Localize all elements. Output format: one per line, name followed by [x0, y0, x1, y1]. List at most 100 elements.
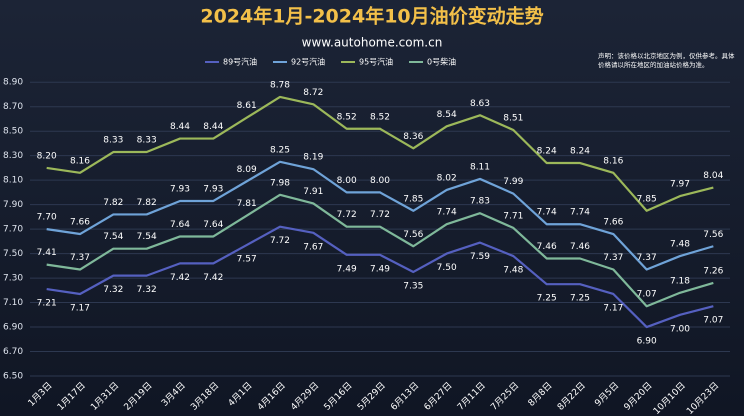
data-label: 8.25	[270, 145, 290, 155]
data-label: 7.48	[503, 266, 523, 276]
data-label: 7.57	[237, 255, 257, 265]
data-label: 7.07	[637, 290, 657, 300]
data-label: 7.66	[603, 218, 623, 228]
data-label: 8.44	[203, 122, 223, 132]
data-label: 8.33	[137, 136, 157, 146]
data-label: 7.49	[337, 264, 357, 274]
data-label: 7.48	[670, 240, 690, 250]
data-label: 8.24	[570, 147, 590, 157]
data-label: 7.17	[70, 303, 90, 313]
data-label: 7.56	[403, 230, 423, 240]
data-label: 7.74	[570, 208, 590, 218]
chart-title: 2024年1月-2024年10月油价变动走势	[200, 5, 543, 28]
data-label: 7.98	[270, 178, 290, 188]
data-label: 7.83	[470, 197, 490, 207]
data-label: 7.85	[403, 194, 423, 204]
data-label: 7.82	[137, 198, 157, 208]
data-label: 7.64	[203, 220, 223, 230]
data-label: 7.37	[70, 253, 90, 263]
y-tick-label: 6.90	[3, 323, 23, 333]
series-line	[46, 95, 714, 212]
y-tick-label: 7.50	[3, 249, 23, 259]
data-label: 7.25	[570, 294, 590, 304]
data-label: 7.50	[437, 263, 457, 273]
data-label: 7.59	[470, 252, 490, 262]
data-label: 8.24	[537, 147, 557, 157]
data-label: 7.72	[337, 210, 357, 220]
data-label: 7.32	[137, 285, 157, 295]
data-label: 7.21	[37, 299, 57, 309]
legend-label: 92号汽油	[291, 57, 325, 67]
data-label: 7.35	[403, 281, 423, 291]
data-label: 7.18	[670, 276, 690, 286]
data-label: 8.44	[170, 122, 190, 132]
y-tick-label: 6.50	[3, 372, 23, 382]
data-label: 7.64	[170, 220, 190, 230]
data-label: 7.37	[637, 253, 657, 263]
y-tick-label: 6.70	[3, 347, 23, 357]
legend-label: 89号汽油	[223, 57, 257, 67]
series-line	[46, 225, 714, 329]
data-label: 8.52	[337, 112, 357, 122]
data-label: 7.82	[103, 198, 123, 208]
data-label: 7.72	[270, 236, 290, 246]
y-tick-label: 8.30	[3, 151, 23, 161]
data-label: 7.49	[370, 264, 390, 274]
y-tick-label: 8.50	[3, 127, 23, 137]
data-label: 6.90	[637, 337, 657, 347]
data-label: 7.46	[537, 242, 557, 252]
data-label: 7.99	[503, 177, 523, 187]
data-label: 7.85	[637, 194, 657, 204]
data-label: 7.81	[237, 199, 257, 209]
data-label: 8.02	[437, 173, 457, 183]
note: 声明：该价格以北京地区为例，仅供参考。具体价格请以所在地区的加油站价格为准。	[598, 52, 735, 69]
data-label: 7.97	[670, 180, 690, 190]
data-label: 8.19	[303, 153, 323, 163]
data-label: 8.61	[237, 101, 257, 111]
data-label: 8.09	[237, 165, 257, 175]
data-label: 7.32	[103, 285, 123, 295]
y-tick-label: 8.10	[3, 176, 23, 186]
data-label: 8.00	[337, 176, 357, 186]
data-label: 8.04	[703, 171, 723, 181]
data-label: 8.33	[103, 136, 123, 146]
data-label: 8.20	[37, 151, 57, 161]
data-label: 7.91	[303, 187, 323, 197]
legend-label: 0号柴油	[427, 57, 456, 67]
data-label: 8.78	[270, 80, 290, 90]
legend-label: 95号汽油	[359, 57, 393, 67]
data-label: 7.93	[170, 184, 190, 194]
data-label: 7.07	[703, 316, 723, 326]
data-label: 8.11	[470, 162, 490, 172]
data-label: 7.37	[603, 253, 623, 263]
series-line	[46, 193, 714, 308]
data-label: 7.25	[537, 294, 557, 304]
data-label: 8.72	[303, 88, 323, 98]
y-tick-label: 8.70	[3, 102, 23, 112]
data-label: 7.56	[703, 230, 723, 240]
y-tick-label: 7.70	[3, 225, 23, 235]
y-tick-label: 7.10	[3, 298, 23, 308]
data-label: 8.63	[470, 99, 490, 109]
data-label: 7.93	[203, 184, 223, 194]
data-label: 7.71	[503, 211, 523, 221]
data-label: 7.17	[603, 303, 623, 313]
data-label: 8.16	[70, 156, 90, 166]
data-label: 7.67	[303, 242, 323, 252]
data-label: 7.54	[103, 232, 123, 242]
data-label: 8.52	[370, 112, 390, 122]
data-label: 8.16	[603, 156, 623, 166]
data-label: 7.66	[70, 218, 90, 228]
y-tick-label: 7.90	[3, 200, 23, 210]
data-label: 7.54	[137, 232, 157, 242]
data-label: 7.00	[670, 324, 690, 334]
data-label: 7.70	[37, 213, 57, 223]
data-label: 8.36	[403, 132, 423, 142]
data-label: 7.72	[370, 210, 390, 220]
data-label: 7.74	[537, 208, 557, 218]
note-box: 声明：该价格以北京地区为例，仅供参考。具体价格请以所在地区的加油站价格为准。	[598, 52, 735, 69]
data-label: 8.00	[370, 176, 390, 186]
data-label: 7.74	[437, 208, 457, 218]
